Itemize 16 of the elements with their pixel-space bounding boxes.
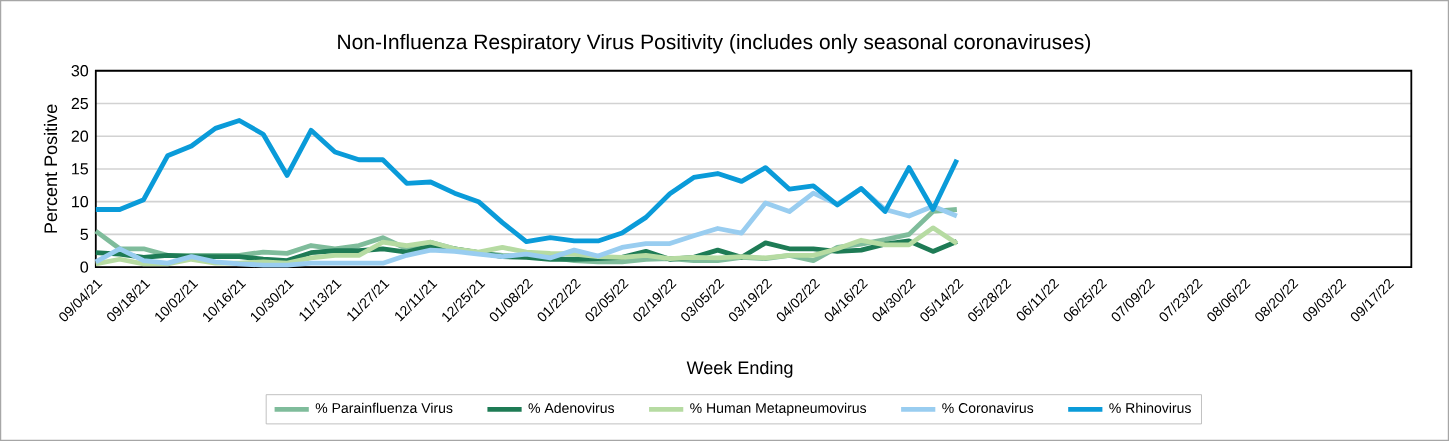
legend-label: % Adenovirus (528, 402, 615, 413)
y-axis-title: Percent Positive (43, 104, 58, 233)
y-tick-label: 15 (72, 163, 89, 175)
y-tick-label: 0 (80, 261, 89, 273)
y-tick-label: 20 (71, 130, 89, 142)
y-tick-label: 25 (71, 97, 89, 110)
legend-label: % Human Metapneumovirus (690, 402, 867, 416)
legend-label: % Rhinovirus (1109, 402, 1191, 413)
legend-label: % Parainfluenza Virus (315, 402, 453, 413)
y-tick-label: 30 (71, 65, 89, 77)
y-tick-label: 10 (72, 195, 89, 208)
legend-label: % Coronavirus (942, 402, 1034, 413)
x-axis-title: Week Ending (686, 360, 793, 378)
line-series (93, 118, 960, 244)
y-tick-label: 5 (80, 228, 89, 240)
chart-title: Non-Influenza Respiratory Virus Positivity (includes only seasonal coronaviruses) (338, 33, 1091, 54)
